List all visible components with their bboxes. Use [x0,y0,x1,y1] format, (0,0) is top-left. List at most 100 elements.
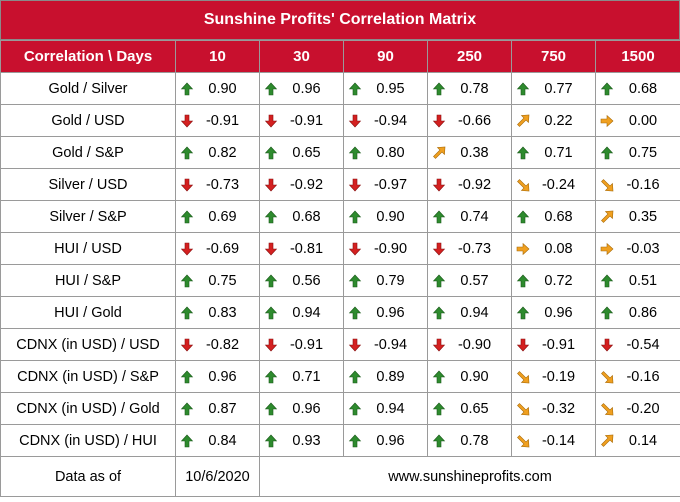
correlation-value: 0.68 [544,208,573,225]
correlation-value: 0.86 [628,304,658,321]
table-row: Gold / Silver 0.90 0.96 0.95 0.78 0.77 0.68 [0,72,680,105]
correlation-value: 0.94 [292,304,321,321]
header-days-250: 250 [427,40,512,73]
arrow-up-icon [516,210,530,224]
correlation-cell: -0.16 [595,360,680,393]
arrow-right-icon [516,242,530,256]
arrow-down-icon [348,114,362,128]
correlation-cell: -0.94 [343,104,428,137]
correlation-value: 0.96 [208,368,237,385]
correlation-value: 0.96 [376,432,405,449]
correlation-value: -0.66 [457,112,492,129]
correlation-value: -0.91 [541,336,576,353]
correlation-value: -0.94 [373,336,408,353]
correlation-cell: -0.97 [343,168,428,201]
correlation-value: 0.87 [208,400,237,417]
correlation-cell: -0.82 [175,328,260,361]
correlation-cell: 0.78 [427,424,512,457]
correlation-cell: 0.65 [427,392,512,425]
correlation-cell: 0.94 [343,392,428,425]
correlation-value: 0.75 [208,272,237,289]
correlation-table: Correlation \ Days 10 30 90 250 750 1500… [0,40,680,497]
row-label: HUI / S&P [0,264,176,297]
correlation-cell: 0.90 [175,72,260,105]
correlation-value: 0.68 [292,208,321,225]
correlation-cell: 0.80 [343,136,428,169]
header-row: Correlation \ Days 10 30 90 250 750 1500 [0,40,680,73]
arrow-down-right-icon [600,370,614,384]
correlation-value: -0.90 [373,240,408,257]
correlation-cell: 0.00 [595,104,680,137]
row-label: CDNX (in USD) / Gold [0,392,176,425]
correlation-cell: -0.03 [595,232,680,265]
arrow-up-icon [516,306,530,320]
correlation-cell: 0.75 [595,136,680,169]
arrow-down-right-icon [516,434,530,448]
correlation-cell: 0.90 [343,200,428,233]
correlation-cell: 0.65 [259,136,344,169]
arrow-up-icon [600,306,614,320]
correlation-value: 0.14 [628,432,658,449]
correlation-cell: -0.24 [511,168,596,201]
correlation-cell: -0.73 [175,168,260,201]
correlation-cell: 0.93 [259,424,344,457]
correlation-cell: 0.86 [595,296,680,329]
arrow-down-icon [264,114,278,128]
row-label: CDNX (in USD) / S&P [0,360,176,393]
arrow-up-icon [180,402,194,416]
arrow-right-icon [600,242,614,256]
arrow-up-icon [432,370,446,384]
correlation-value: 0.83 [208,304,237,321]
correlation-cell: 0.96 [511,296,596,329]
arrow-up-icon [264,402,278,416]
correlation-cell: 0.56 [259,264,344,297]
arrow-down-right-icon [600,402,614,416]
correlation-value: -0.82 [205,336,240,353]
correlation-cell: 0.68 [595,72,680,105]
correlation-cell: 0.71 [259,360,344,393]
arrow-up-icon [348,434,362,448]
correlation-value: -0.91 [289,112,324,129]
arrow-up-icon [180,434,194,448]
correlation-value: 0.65 [460,400,489,417]
arrow-up-icon [600,146,614,160]
correlation-cell: 0.68 [511,200,596,233]
table-row: CDNX (in USD) / HUI 0.84 0.93 0.96 0.78 -0.14… [0,424,680,457]
row-label: HUI / Gold [0,296,176,329]
correlation-cell: 0.84 [175,424,260,457]
correlation-value: -0.14 [541,432,576,449]
arrow-up-icon [600,82,614,96]
correlation-value: 0.71 [292,368,321,385]
correlation-value: 0.96 [376,304,405,321]
arrow-down-icon [264,242,278,256]
correlation-value: -0.90 [457,336,492,353]
correlation-value: 0.94 [460,304,489,321]
correlation-cell: 0.71 [511,136,596,169]
correlation-value: -0.92 [289,176,324,193]
correlation-value: 0.69 [208,208,237,225]
correlation-value: 0.79 [376,272,405,289]
arrow-down-icon [180,242,194,256]
correlation-value: 0.93 [292,432,321,449]
row-label: Gold / Silver [0,72,176,105]
correlation-cell: 0.51 [595,264,680,297]
correlation-cell: 0.08 [511,232,596,265]
correlation-cell: 0.57 [427,264,512,297]
correlation-cell: 0.82 [175,136,260,169]
footer-website: www.sunshineprofits.com [259,456,680,497]
table-row: CDNX (in USD) / Gold 0.87 0.96 0.94 0.65 -0.3… [0,392,680,425]
arrow-up-icon [180,82,194,96]
arrow-up-icon [516,82,530,96]
correlation-cell: 0.94 [427,296,512,329]
arrow-down-icon [264,338,278,352]
correlation-value: 0.96 [292,80,321,97]
correlation-cell: -0.91 [511,328,596,361]
correlation-cell: -0.91 [259,104,344,137]
correlation-cell: 0.96 [175,360,260,393]
arrow-up-icon [180,210,194,224]
arrow-up-icon [432,82,446,96]
arrow-up-icon [348,274,362,288]
correlation-cell: -0.69 [175,232,260,265]
arrow-right-icon [600,114,614,128]
correlation-cell: 0.75 [175,264,260,297]
